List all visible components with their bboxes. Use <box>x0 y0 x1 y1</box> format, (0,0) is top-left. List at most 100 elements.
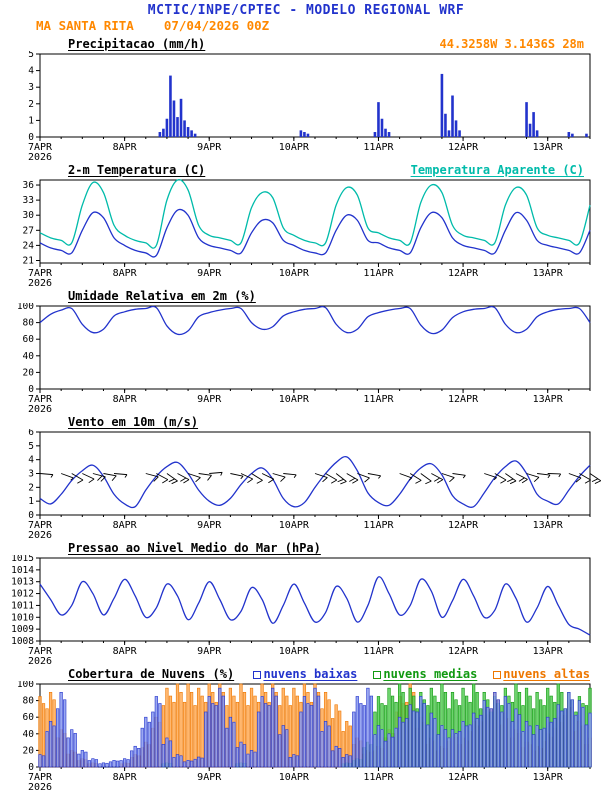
svg-text:10APR: 10APR <box>279 646 310 657</box>
svg-text:60: 60 <box>23 712 35 723</box>
svg-text:2026: 2026 <box>28 278 52 288</box>
panel-title-wind: Vento em 10m (m/s) <box>68 414 199 429</box>
svg-text:2026: 2026 <box>28 530 52 540</box>
svg-text:20: 20 <box>23 745 35 756</box>
svg-text:11APR: 11APR <box>363 142 394 153</box>
svg-text:9APR: 9APR <box>197 268 222 279</box>
svg-text:8APR: 8APR <box>113 268 138 279</box>
svg-text:12APR: 12APR <box>448 394 479 405</box>
panel-title-row: Cobertura de Nuvens (%) nuvens baixas nu… <box>0 666 612 681</box>
svg-text:13APR: 13APR <box>533 268 564 279</box>
legend-low-clouds-label: nuvens baixas <box>263 666 358 681</box>
svg-text:3: 3 <box>28 82 34 93</box>
svg-text:2026: 2026 <box>28 152 52 162</box>
model-title: MCTIC/INPE/CPTEC - MODELO REGIONAL WRF <box>147 3 465 18</box>
legend-high-clouds-label: nuvens altas <box>503 666 590 681</box>
legend-mid-clouds: nuvens medias <box>373 667 477 681</box>
apparent-temperature-label: Temperatura Aparente (C) <box>410 162 584 177</box>
svg-text:0: 0 <box>28 384 34 395</box>
panel-humidity: Umidade Relativa em 2m (%) 0 20 40 60 80 100 7… <box>0 288 612 414</box>
svg-text:0: 0 <box>28 132 34 143</box>
svg-text:8APR: 8APR <box>113 394 138 405</box>
svg-text:11APR: 11APR <box>363 268 394 279</box>
svg-text:1015: 1015 <box>11 555 34 564</box>
svg-text:20: 20 <box>23 367 35 378</box>
svg-text:13APR: 13APR <box>533 772 564 783</box>
svg-text:1: 1 <box>28 115 34 126</box>
svg-text:13APR: 13APR <box>533 394 564 405</box>
header: MCTIC/INPE/CPTEC - MODELO REGIONAL WRF M… <box>0 0 612 36</box>
svg-text:4: 4 <box>28 455 34 466</box>
panel-title-row: Pressao ao Nivel Medio do Mar (hPa) <box>0 540 612 555</box>
svg-text:10APR: 10APR <box>279 772 310 783</box>
panel-cloud-cover: Cobertura de Nuvens (%) nuvens baixas nu… <box>0 666 612 792</box>
panel-title-row: Vento em 10m (m/s) <box>0 414 612 429</box>
svg-text:27: 27 <box>23 225 34 236</box>
svg-text:6: 6 <box>28 429 34 438</box>
svg-text:13APR: 13APR <box>533 646 564 657</box>
svg-text:1008: 1008 <box>11 636 34 647</box>
svg-text:5: 5 <box>28 51 34 60</box>
panel-title-row: Precipitacao (mm/h) 44.3258W 3.1436S 28m <box>0 36 612 51</box>
svg-text:9APR: 9APR <box>197 394 222 405</box>
svg-text:11APR: 11APR <box>363 772 394 783</box>
panel-title-cloud-cover: Cobertura de Nuvens (%) <box>68 666 235 681</box>
svg-text:100: 100 <box>17 681 34 690</box>
svg-text:12APR: 12APR <box>448 142 479 153</box>
legend-swatch-mid-clouds-icon <box>373 670 382 679</box>
panel-title-humidity: Umidade Relativa em 2m (%) <box>68 288 256 303</box>
station-coordinates: 44.3258W 3.1436S 28m <box>439 36 585 51</box>
run-datetime: 07/04/2026 00Z <box>163 18 270 33</box>
svg-text:12APR: 12APR <box>448 520 479 531</box>
svg-text:8APR: 8APR <box>113 142 138 153</box>
svg-text:11APR: 11APR <box>363 646 394 657</box>
svg-text:80: 80 <box>23 696 35 707</box>
svg-text:11APR: 11APR <box>363 394 394 405</box>
svg-text:0: 0 <box>28 510 34 521</box>
svg-text:1010: 1010 <box>11 612 34 623</box>
panel-precipitation: Precipitacao (mm/h) 44.3258W 3.1436S 28m… <box>0 36 612 162</box>
svg-text:0: 0 <box>28 762 34 773</box>
svg-text:5: 5 <box>28 441 34 452</box>
svg-text:36: 36 <box>23 180 35 191</box>
svg-text:1012: 1012 <box>11 589 34 600</box>
svg-text:7APR: 7APR <box>28 646 53 657</box>
panel-title-row: 2-m Temperatura (C) Temperatura Aparente… <box>0 162 612 177</box>
svg-text:3: 3 <box>28 469 34 480</box>
panel-title-pressure: Pressao ao Nivel Medio do Mar (hPa) <box>68 540 321 555</box>
svg-text:40: 40 <box>23 351 35 362</box>
svg-text:1011: 1011 <box>11 600 34 611</box>
panel-title-row: Umidade Relativa em 2m (%) <box>0 288 612 303</box>
svg-text:2026: 2026 <box>28 782 52 792</box>
panel-temperature: 2-m Temperatura (C) Temperatura Aparente… <box>0 162 612 288</box>
svg-text:11APR: 11APR <box>363 520 394 531</box>
header-subtitle-row: MA SANTA RITA 07/04/2026 00Z <box>36 18 612 33</box>
svg-text:12APR: 12APR <box>448 772 479 783</box>
svg-text:100: 100 <box>17 303 34 312</box>
svg-text:9APR: 9APR <box>197 772 222 783</box>
svg-text:4: 4 <box>28 66 34 77</box>
panel-title-temperature: 2-m Temperatura (C) <box>68 162 206 177</box>
legend-swatch-low-clouds-icon <box>253 670 262 679</box>
legend-low-clouds: nuvens baixas <box>253 667 357 681</box>
svg-text:24: 24 <box>23 240 35 251</box>
svg-text:13APR: 13APR <box>533 142 564 153</box>
svg-text:10APR: 10APR <box>279 268 310 279</box>
svg-text:1009: 1009 <box>11 624 34 635</box>
svg-text:1: 1 <box>28 496 34 507</box>
svg-text:30: 30 <box>23 210 35 221</box>
panel-pressure: Pressao ao Nivel Medio do Mar (hPa) 1008… <box>0 540 612 666</box>
svg-text:80: 80 <box>23 318 35 329</box>
panel-title-precipitation: Precipitacao (mm/h) <box>68 36 206 51</box>
svg-text:13APR: 13APR <box>533 520 564 531</box>
svg-text:12APR: 12APR <box>448 646 479 657</box>
svg-text:7APR: 7APR <box>28 268 53 279</box>
svg-text:7APR: 7APR <box>28 520 53 531</box>
svg-text:1014: 1014 <box>11 565 34 576</box>
